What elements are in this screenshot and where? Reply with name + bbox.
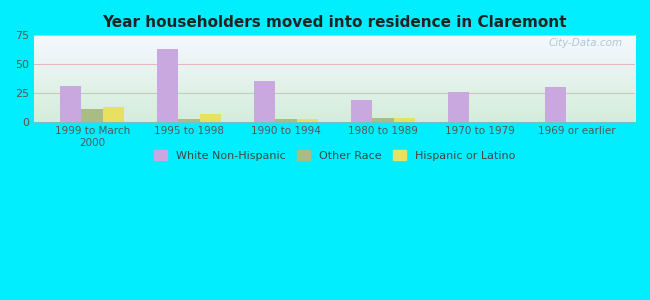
Title: Year householders moved into residence in Claremont: Year householders moved into residence i… (102, 15, 567, 30)
Bar (372, 118, 394, 122)
Bar (157, 49, 178, 122)
Bar (81, 110, 103, 122)
Bar (200, 114, 221, 122)
Bar (394, 118, 415, 122)
Bar (178, 119, 200, 122)
Legend: White Non-Hispanic, Other Race, Hispanic or Latino: White Non-Hispanic, Other Race, Hispanic… (150, 146, 520, 165)
Bar (545, 88, 566, 122)
Bar (276, 119, 296, 122)
Bar (60, 86, 81, 122)
Bar (103, 107, 124, 122)
Bar (254, 80, 276, 122)
Bar (448, 92, 469, 122)
Bar (351, 100, 372, 122)
Text: City-Data.com: City-Data.com (549, 38, 623, 48)
Bar (296, 119, 318, 122)
